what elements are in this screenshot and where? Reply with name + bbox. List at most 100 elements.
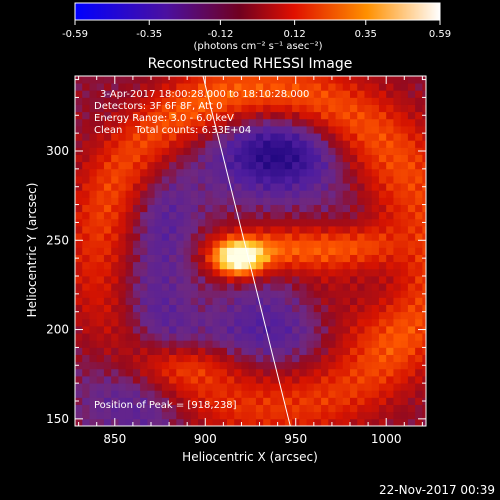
- heatmap-cell: [407, 218, 416, 227]
- heatmap-cell: [176, 97, 184, 105]
- heatmap-cell: [277, 383, 286, 391]
- heatmap-cell: [234, 404, 242, 413]
- heatmap-cell: [183, 318, 192, 327]
- heatmap-cell: [357, 297, 365, 305]
- heatmap-cell: [219, 361, 228, 370]
- heatmap-cell: [103, 104, 112, 113]
- heatmap-cell: [132, 76, 141, 84]
- heatmap-cell: [241, 83, 250, 91]
- heatmap-cell: [241, 276, 250, 284]
- heatmap-cell: [364, 247, 373, 255]
- heatmap-cell: [393, 376, 402, 384]
- heatmap-cell: [125, 240, 134, 248]
- annotation-energy-range: Energy Range: 3.0 - 6.0 keV: [94, 113, 234, 124]
- heatmap-cell: [132, 147, 141, 155]
- heatmap-cell: [386, 311, 394, 320]
- heatmap-cell: [198, 283, 206, 291]
- heatmap-cell: [335, 140, 344, 148]
- heatmap-cell: [89, 111, 98, 120]
- heatmap-cell: [270, 111, 279, 120]
- heatmap-cell: [140, 104, 148, 113]
- heatmap-cell: [140, 297, 148, 305]
- heatmap-cell: [234, 240, 242, 248]
- heatmap-cell: [292, 390, 300, 398]
- heatmap-cell: [154, 147, 163, 155]
- heatmap-cell: [125, 190, 134, 198]
- heatmap-cell: [263, 118, 271, 127]
- heatmap-cell: [161, 383, 170, 391]
- heatmap-cell: [125, 218, 134, 227]
- heatmap-cell: [82, 354, 90, 363]
- heatmap-cell: [89, 197, 98, 205]
- heatmap-cell: [125, 390, 134, 398]
- heatmap-cell: [89, 161, 98, 170]
- heatmap-cell: [140, 176, 148, 184]
- heatmap-cell: [255, 147, 264, 155]
- heatmap-cell: [118, 376, 127, 384]
- heatmap-cell: [407, 111, 416, 120]
- heatmap-cell: [255, 240, 264, 248]
- heatmap-cell: [198, 226, 206, 234]
- heatmap-cell: [96, 76, 105, 84]
- heatmap-cell: [89, 118, 98, 127]
- heatmap-cell: [328, 361, 336, 370]
- heatmap-cell: [132, 240, 141, 248]
- heatmap-cell: [255, 368, 264, 377]
- heatmap-cell: [132, 183, 141, 191]
- heatmap-cell: [176, 354, 184, 363]
- heatmap-cell: [422, 168, 426, 177]
- heatmap-cell: [386, 347, 394, 355]
- heatmap-cell: [205, 154, 213, 163]
- heatmap-cell: [292, 247, 300, 255]
- heatmap-cell: [219, 168, 228, 177]
- heatmap-cell: [198, 368, 206, 377]
- heatmap-cell: [103, 418, 112, 426]
- heatmap-cell: [292, 211, 300, 220]
- heatmap-cell: [415, 247, 423, 255]
- heatmap-cell: [284, 90, 293, 98]
- heatmap-cell: [132, 154, 141, 163]
- heatmap-cell: [350, 83, 358, 91]
- heatmap-cell: [205, 347, 213, 355]
- heatmap-cell: [176, 233, 184, 241]
- heatmap-cell: [103, 90, 112, 98]
- heatmap-cell: [292, 276, 300, 284]
- heatmap-cell: [140, 233, 148, 241]
- colorbar-tick-label: 0.59: [429, 29, 451, 40]
- heatmap-cell: [386, 97, 394, 105]
- heatmap-cell: [248, 161, 257, 170]
- heatmap-cell: [342, 261, 351, 270]
- heatmap-cell: [292, 326, 300, 334]
- heatmap-cell: [335, 354, 344, 363]
- heatmap-cell: [154, 361, 163, 370]
- heatmap-cell: [270, 276, 279, 284]
- heatmap-cell: [248, 361, 257, 370]
- x-tick-label: 900: [194, 432, 217, 446]
- heatmap-cell: [335, 154, 344, 163]
- heatmap-cell: [270, 218, 279, 227]
- heatmap-cell: [183, 140, 192, 148]
- heatmap-cell: [132, 140, 141, 148]
- heatmap-cell: [321, 404, 329, 413]
- heatmap-cell: [357, 161, 365, 170]
- heatmap-cell: [154, 233, 163, 241]
- heatmap-cell: [371, 347, 380, 355]
- heatmap-cell: [111, 176, 119, 184]
- heatmap-cell: [96, 104, 105, 113]
- heatmap-cell: [263, 333, 271, 341]
- heatmap-cell: [161, 118, 170, 127]
- heatmap-cell: [306, 354, 315, 363]
- heatmap-cell: [342, 183, 351, 191]
- heatmap-cell: [407, 154, 416, 163]
- heatmap-cell: [422, 268, 426, 277]
- heatmap-cell: [313, 168, 322, 177]
- heatmap-cell: [277, 390, 286, 398]
- heatmap-cell: [263, 376, 271, 384]
- annotation-clean-counts: Clean Total counts: 6.33E+04: [94, 125, 251, 136]
- heatmap-cell: [118, 140, 127, 148]
- heatmap-cell: [335, 390, 344, 398]
- heatmap-cell: [176, 404, 184, 413]
- heatmap-cell: [111, 368, 119, 377]
- heatmap-cell: [393, 347, 402, 355]
- heatmap-cell: [270, 240, 279, 248]
